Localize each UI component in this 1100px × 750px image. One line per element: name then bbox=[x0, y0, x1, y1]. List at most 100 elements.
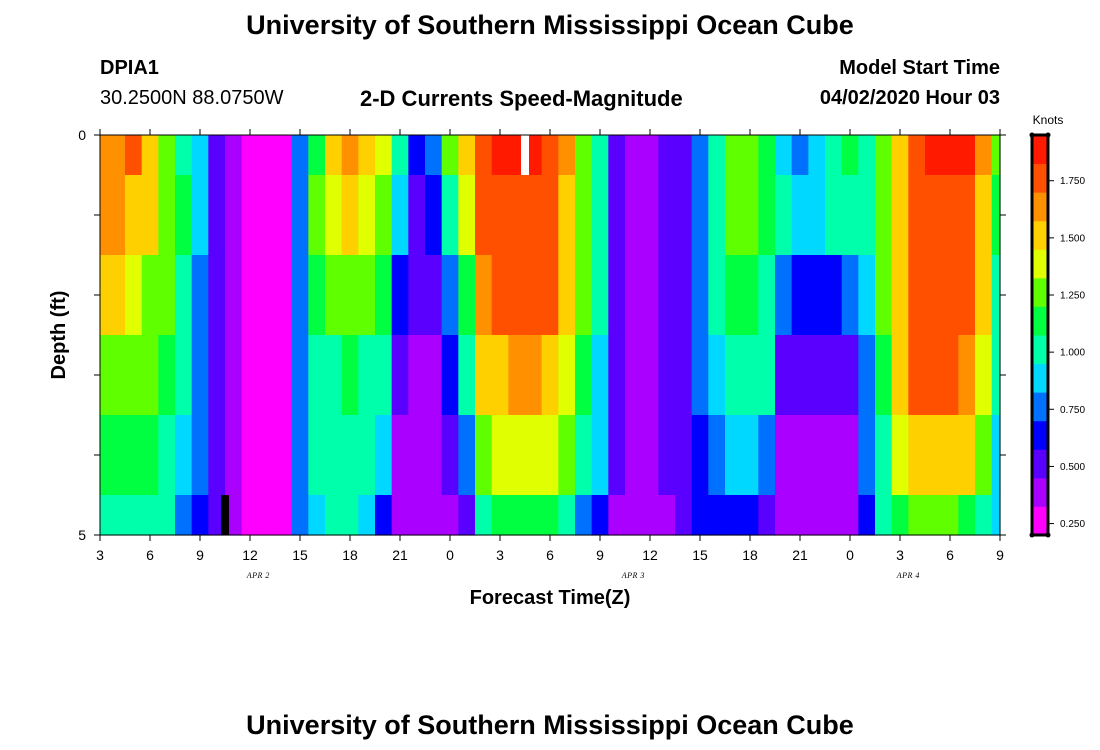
heatmap-cell bbox=[241, 135, 259, 176]
heatmap-cell bbox=[375, 255, 393, 336]
heatmap-cell bbox=[541, 255, 559, 336]
heatmap-cell bbox=[441, 415, 459, 496]
colorbar-band bbox=[1032, 420, 1048, 450]
heatmap-cell bbox=[775, 255, 793, 336]
heatmap-cell bbox=[725, 135, 743, 176]
colorbar-label: Knots bbox=[1033, 113, 1064, 127]
y-axis-ticks: 05 bbox=[78, 127, 1006, 543]
heatmap-cell bbox=[308, 255, 326, 336]
heatmap-cell bbox=[175, 415, 193, 496]
heatmap-cell bbox=[791, 255, 809, 336]
heatmap-cell bbox=[725, 415, 743, 496]
heatmap-cell bbox=[541, 175, 559, 256]
date-label: APR 4 bbox=[896, 571, 920, 580]
heatmap-cell bbox=[508, 495, 526, 536]
heatmap-cell bbox=[341, 335, 359, 416]
heatmap-cell bbox=[641, 335, 659, 416]
heatmap-cell bbox=[558, 335, 576, 416]
heatmap-cell bbox=[591, 135, 609, 176]
heatmap-cell bbox=[241, 175, 259, 256]
footer-title: University of Southern Mississippi Ocean… bbox=[246, 710, 854, 740]
page-title: University of Southern Mississippi Ocean… bbox=[246, 10, 854, 40]
heatmap-cell bbox=[275, 495, 293, 536]
heatmap-cell bbox=[141, 495, 159, 536]
heatmap-cell bbox=[908, 495, 926, 536]
colorbar-band bbox=[1032, 163, 1048, 193]
heatmap-cell bbox=[691, 495, 709, 536]
heatmap-cell bbox=[625, 495, 643, 536]
heatmap-cell bbox=[458, 135, 476, 176]
heatmap-cell bbox=[100, 175, 109, 256]
heatmap-cell bbox=[858, 255, 876, 336]
heatmap-cell bbox=[491, 255, 509, 336]
heatmap-cell bbox=[741, 255, 759, 336]
heatmap-cell bbox=[575, 415, 593, 496]
heatmap-cell bbox=[541, 415, 559, 496]
heatmap-cell bbox=[225, 335, 243, 416]
heatmap-cell bbox=[708, 495, 726, 536]
heatmap-cell bbox=[608, 415, 626, 496]
heatmap-cell bbox=[408, 495, 426, 536]
heatmap-cell bbox=[525, 175, 543, 256]
heatmap-cell bbox=[375, 135, 393, 176]
heatmap-cell bbox=[741, 495, 759, 536]
heatmap-cell bbox=[541, 335, 559, 416]
heatmap-cell bbox=[575, 255, 593, 336]
colorbar-band bbox=[1032, 277, 1048, 307]
colorbar: 0.250 0.500 0.750 1.000 1.250 1.500 1.750 bbox=[1029, 132, 1085, 538]
heatmap-cell bbox=[191, 415, 209, 496]
heatmap-cell bbox=[641, 135, 659, 176]
heatmap-cell bbox=[475, 495, 493, 536]
colorbar-tick-label: 1.250 bbox=[1060, 291, 1085, 302]
heatmap-cell bbox=[841, 135, 859, 176]
heatmap-cell bbox=[625, 415, 643, 496]
y-axis-label: Depth (ft) bbox=[48, 291, 70, 380]
heatmap-cell bbox=[425, 495, 443, 536]
heatmap-cell bbox=[475, 415, 493, 496]
heatmap-cell bbox=[741, 135, 759, 176]
heatmap-cell bbox=[675, 415, 693, 496]
marker-white bbox=[521, 135, 529, 175]
heatmap-cell bbox=[308, 335, 326, 416]
heatmap-cell bbox=[841, 175, 859, 256]
heatmap-cell bbox=[875, 335, 893, 416]
colorbar-band bbox=[1032, 306, 1048, 336]
heatmap-cell bbox=[308, 415, 326, 496]
colorbar-band bbox=[1032, 392, 1048, 422]
heatmap-cell bbox=[908, 335, 926, 416]
heatmap-cell bbox=[808, 135, 826, 176]
heatmap-cells bbox=[100, 135, 1001, 536]
heatmap-cell bbox=[708, 135, 726, 176]
heatmap-cell bbox=[325, 175, 343, 256]
heatmap-cell bbox=[691, 175, 709, 256]
heatmap-cell bbox=[675, 335, 693, 416]
colorbar-tick-label: 0.500 bbox=[1060, 462, 1085, 473]
heatmap-cell bbox=[875, 495, 893, 536]
heatmap-cell bbox=[391, 175, 409, 256]
heatmap-cell bbox=[491, 135, 509, 176]
heatmap-cell bbox=[375, 175, 393, 256]
heatmap-cell bbox=[375, 495, 393, 536]
heatmap-cell bbox=[175, 255, 193, 336]
heatmap-cell bbox=[458, 495, 476, 536]
heatmap-cell bbox=[775, 175, 793, 256]
heatmap-cell bbox=[825, 175, 843, 256]
heatmap-cell bbox=[975, 255, 993, 336]
heatmap-cell bbox=[725, 255, 743, 336]
heatmap-cell bbox=[291, 415, 309, 496]
heatmap-cell bbox=[758, 415, 776, 496]
colorbar-tick-label: 1.000 bbox=[1060, 348, 1085, 359]
heatmap-cell bbox=[125, 335, 143, 416]
heatmap-cell bbox=[441, 255, 459, 336]
heatmap-cell bbox=[575, 495, 593, 536]
heatmap-cell bbox=[591, 175, 609, 256]
heatmap-markers bbox=[221, 135, 529, 535]
heatmap-cell bbox=[508, 255, 526, 336]
heatmap-cell bbox=[208, 335, 226, 416]
heatmap-cell bbox=[808, 335, 826, 416]
heatmap-cell bbox=[658, 255, 676, 336]
colorbar-band bbox=[1032, 477, 1048, 507]
heatmap-cell bbox=[725, 175, 743, 256]
heatmap-cell bbox=[291, 495, 309, 536]
heatmap-cell bbox=[191, 495, 209, 536]
